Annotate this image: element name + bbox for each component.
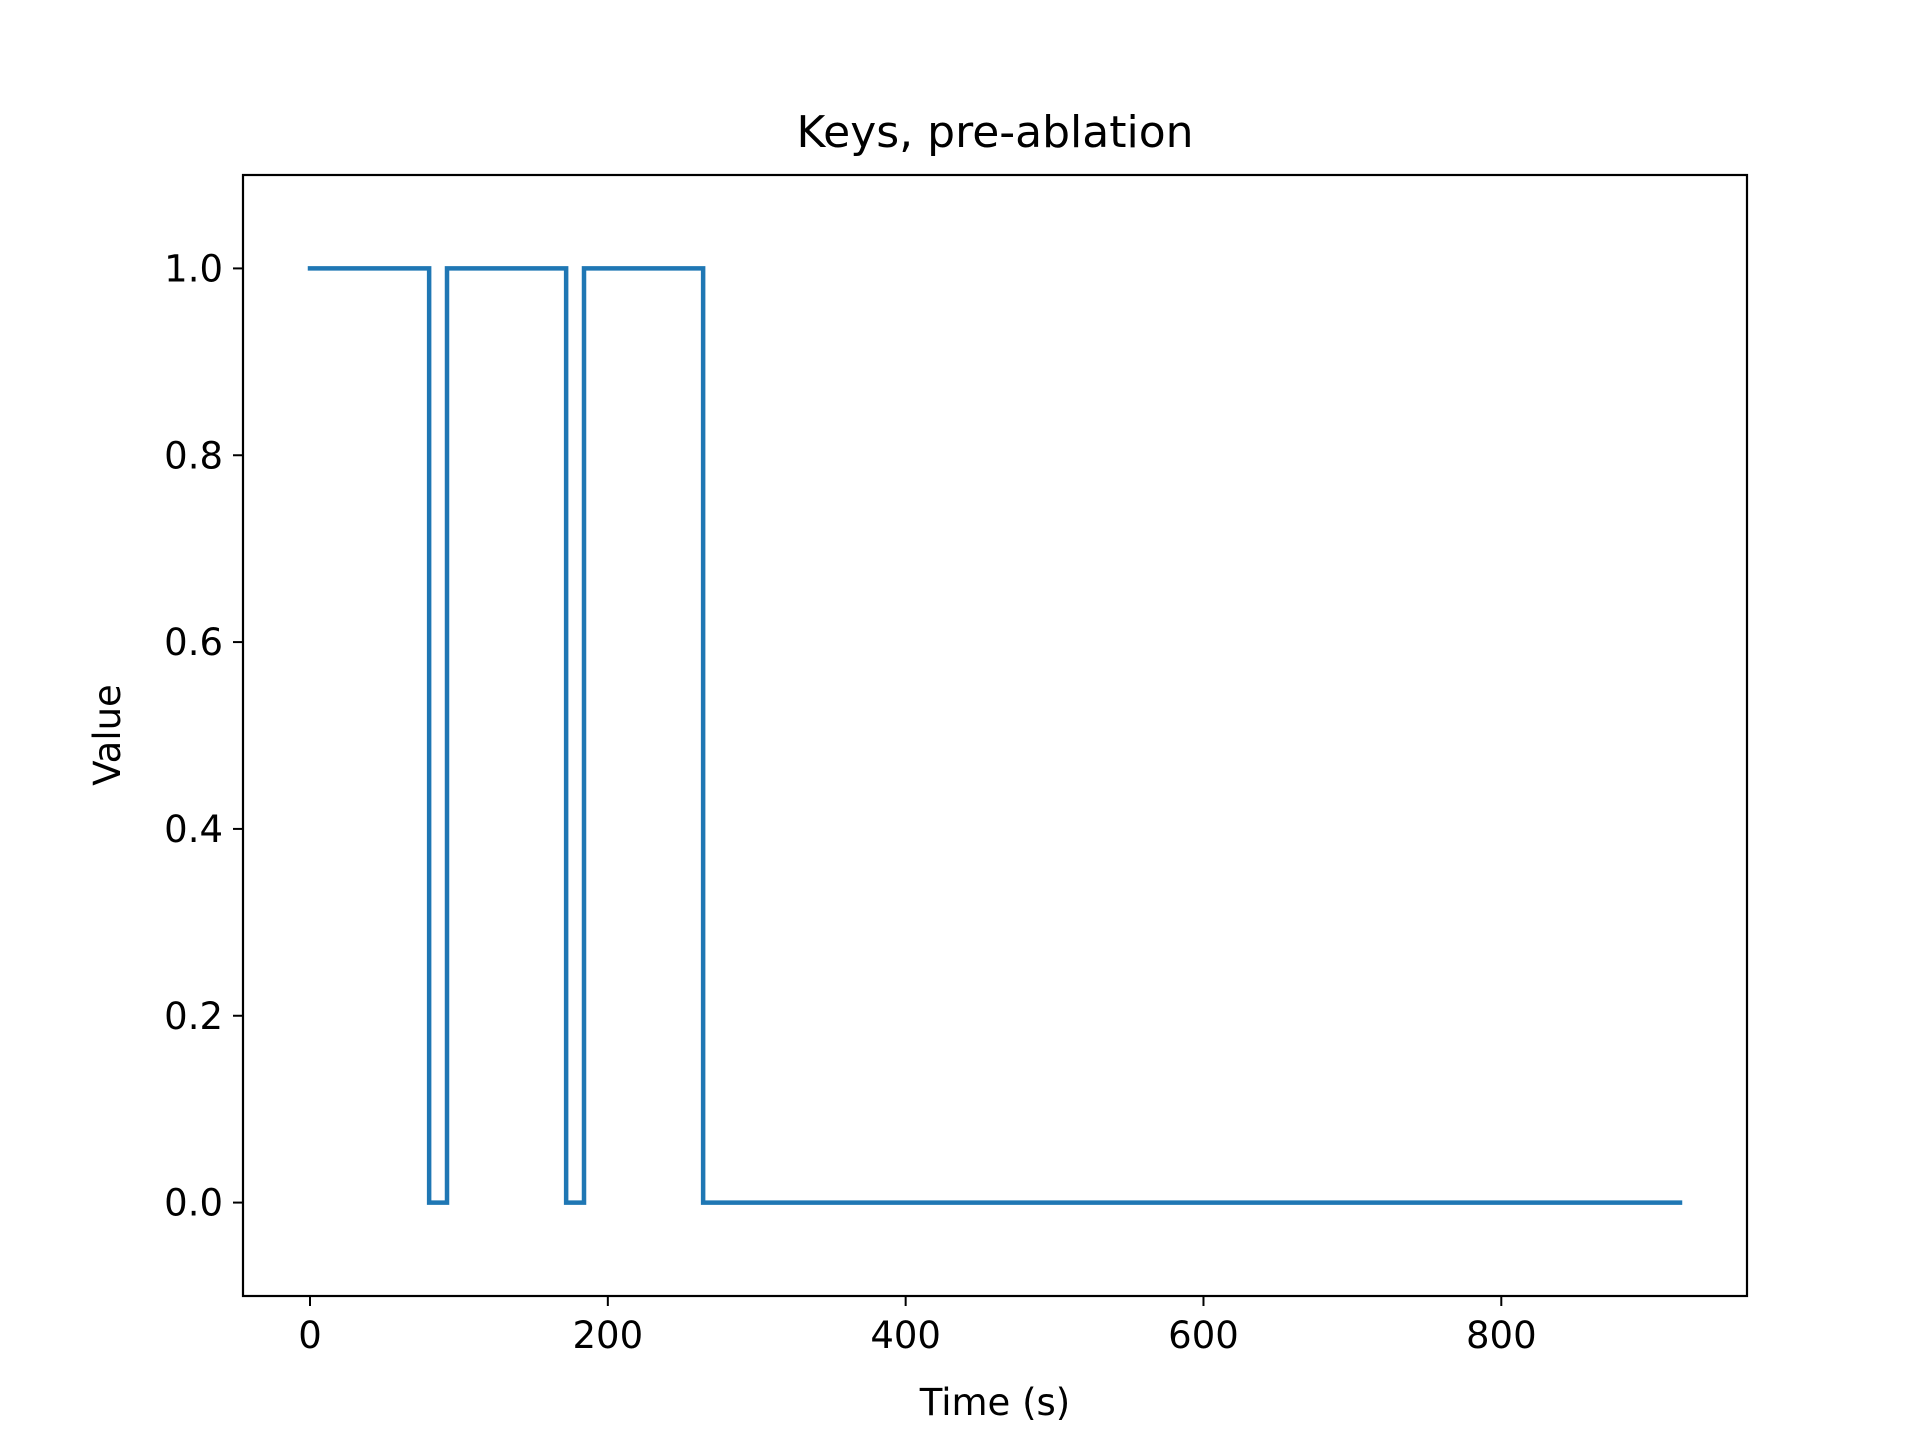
x-tick-label: 0 bbox=[298, 1314, 322, 1357]
y-tick-label: 0.6 bbox=[164, 621, 223, 664]
x-tick-label: 400 bbox=[870, 1314, 941, 1357]
y-tick-label: 0.2 bbox=[164, 995, 223, 1038]
x-tick-label: 800 bbox=[1466, 1314, 1537, 1357]
series-line-0 bbox=[307, 266, 1683, 1205]
axes-frame bbox=[241, 173, 1749, 1298]
chart-title: Keys, pre-ablation bbox=[796, 107, 1193, 158]
x-tick-label: 200 bbox=[573, 1314, 644, 1357]
x-axis: 0 200 400 600 800 bbox=[298, 1296, 1537, 1357]
x-axis-label: Time (s) bbox=[919, 1381, 1070, 1424]
y-tick-label: 1.0 bbox=[164, 247, 223, 290]
y-tick-label: 0.4 bbox=[164, 808, 223, 851]
y-tick-label: 0.8 bbox=[164, 434, 223, 477]
y-axis-label: Value bbox=[86, 684, 129, 786]
x-tick-label: 600 bbox=[1168, 1314, 1239, 1357]
y-tick-label: 0.0 bbox=[164, 1182, 223, 1225]
plot-area bbox=[307, 266, 1683, 1205]
y-axis: 0.0 0.2 0.4 0.6 0.8 1.0 bbox=[164, 247, 243, 1225]
